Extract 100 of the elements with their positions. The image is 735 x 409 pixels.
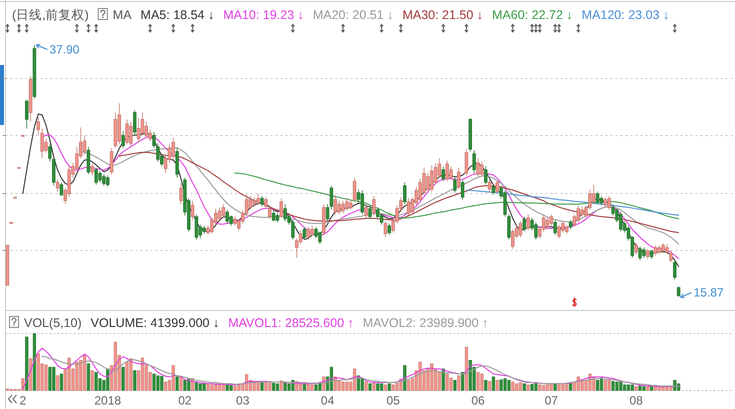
bar — [341, 382, 345, 391]
candlestick — [48, 144, 52, 162]
candlestick — [175, 148, 179, 178]
candlestick — [364, 204, 368, 218]
candlestick — [658, 244, 662, 255]
text: MAVOL2: 23989.900 ↑ — [362, 316, 488, 330]
bar — [280, 380, 283, 391]
bar — [515, 383, 518, 391]
bar — [287, 383, 291, 391]
candlestick — [125, 119, 129, 145]
candlestick — [172, 137, 175, 160]
candlestick — [464, 148, 468, 176]
bar — [256, 382, 260, 391]
bar — [206, 383, 210, 391]
x-tick-label: 02 — [178, 394, 192, 408]
candlestick — [121, 130, 125, 148]
bar — [557, 384, 561, 391]
bar — [198, 383, 202, 391]
bar — [52, 366, 56, 391]
bar — [542, 385, 546, 391]
bar — [133, 370, 136, 391]
bar — [596, 380, 600, 391]
text: MA10: 19.23 ↓ — [223, 8, 304, 22]
bar — [546, 384, 550, 391]
bar — [600, 378, 604, 391]
bar — [500, 379, 503, 391]
bar — [534, 383, 538, 391]
bar — [554, 383, 557, 391]
candlestick — [118, 103, 121, 145]
bar — [364, 382, 368, 391]
bar — [226, 384, 229, 391]
candlestick — [453, 176, 457, 193]
candlestick — [349, 199, 352, 210]
candlestick — [476, 158, 480, 177]
candlestick — [518, 220, 522, 238]
annotation: 37.90 — [49, 42, 80, 56]
bar — [438, 372, 442, 391]
bar — [634, 386, 638, 391]
x-tick-label: 05 — [386, 394, 400, 408]
candlestick — [218, 207, 222, 222]
bar — [36, 353, 40, 391]
bar — [345, 382, 348, 391]
bar — [461, 372, 464, 391]
bar — [453, 380, 456, 391]
bar — [68, 358, 71, 391]
bar — [129, 358, 132, 391]
candlestick — [546, 216, 550, 230]
candlestick — [642, 247, 646, 258]
bar — [407, 380, 410, 391]
candlestick — [634, 242, 638, 255]
bar — [302, 383, 306, 391]
x-tick-label: 2 — [20, 394, 27, 408]
candlestick — [534, 222, 538, 240]
candlestick — [283, 204, 287, 222]
bar — [654, 386, 658, 391]
candlestick — [252, 196, 256, 207]
candlestick — [190, 200, 194, 220]
bar — [611, 381, 615, 391]
bar — [615, 382, 618, 391]
bar — [318, 383, 322, 391]
candlestick — [511, 228, 514, 250]
candlestick — [445, 160, 449, 182]
bar — [60, 374, 64, 391]
candlestick — [110, 148, 114, 175]
bar — [360, 378, 364, 391]
candlestick — [36, 116, 40, 136]
bar — [233, 386, 237, 391]
bar — [218, 384, 222, 391]
bar — [488, 381, 492, 391]
candlestick — [90, 162, 94, 176]
text: MA5: 18.54 ↓ — [140, 8, 214, 22]
text: (日线,前复权) — [12, 8, 89, 22]
candlestick — [557, 224, 561, 239]
bar — [82, 354, 86, 391]
candlestick — [526, 214, 530, 231]
candlestick — [28, 76, 32, 122]
bar — [48, 366, 52, 391]
text: MA30: 21.50 ↓ — [402, 8, 484, 22]
bar — [86, 363, 90, 391]
bar — [125, 362, 129, 391]
candlestick — [550, 214, 554, 226]
candlestick — [406, 198, 410, 216]
candlestick — [384, 220, 388, 238]
bar — [160, 376, 164, 391]
candlestick — [260, 196, 264, 207]
bar — [237, 384, 240, 391]
candlestick — [352, 177, 356, 202]
candlestick — [503, 190, 507, 218]
candlestick — [460, 180, 464, 200]
candlestick — [233, 216, 237, 226]
text: MAVOL1: 28525.600 ↑ — [228, 316, 354, 330]
candlestick — [472, 150, 476, 174]
bar — [392, 384, 395, 391]
candlestick — [268, 206, 272, 220]
bar — [156, 375, 160, 391]
candlestick — [102, 174, 106, 186]
candlestick — [86, 146, 90, 175]
bar — [665, 386, 669, 391]
bar — [310, 384, 314, 391]
bar — [565, 384, 568, 391]
